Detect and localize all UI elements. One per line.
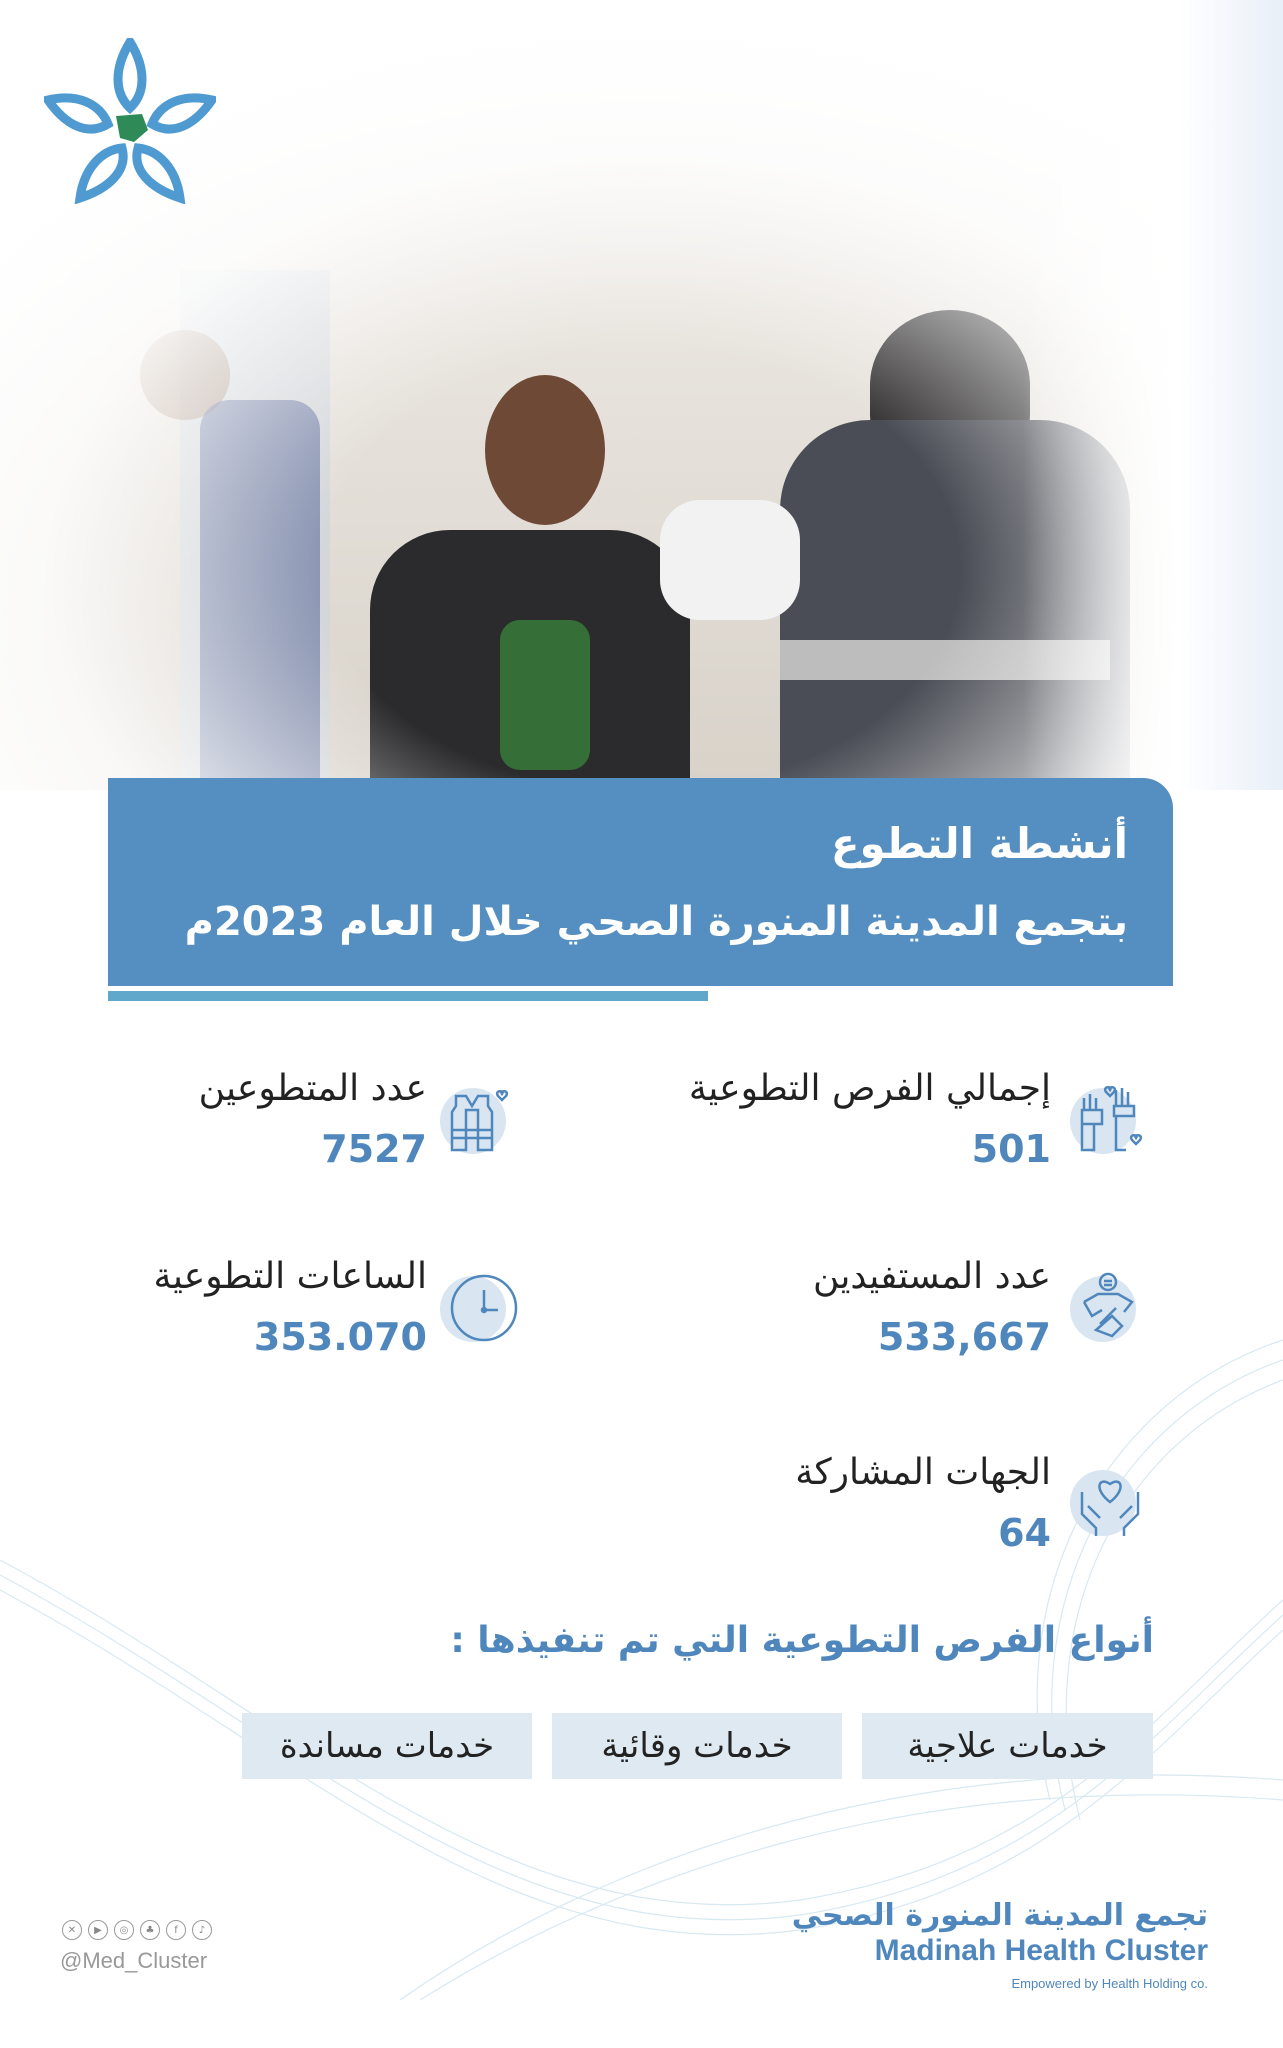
cluster-logo bbox=[44, 38, 216, 204]
stat-label: عدد المستفيدين bbox=[812, 1256, 1051, 1297]
banner-title: أنشطة التطوع bbox=[830, 819, 1128, 868]
clock-icon bbox=[440, 1268, 520, 1348]
title-banner: أنشطة التطوع بتجمع المدينة المنورة الصحي… bbox=[108, 778, 1173, 986]
social-handle: @Med_Cluster bbox=[60, 1948, 208, 1973]
stat-label: الساعات التطوعية bbox=[153, 1256, 427, 1297]
org-name-arabic: تجمع المدينة المنورة الصحي bbox=[791, 1898, 1208, 1933]
tiktok-icon[interactable]: ♪ bbox=[192, 1920, 212, 1940]
social-icons: ✕ ▶ ◎ ♣ f ♪ bbox=[62, 1920, 212, 1940]
stat-value: 353.070 bbox=[253, 1315, 427, 1359]
stat-value: 501 bbox=[971, 1127, 1051, 1171]
stat-beneficiaries: عدد المستفيدين 533,667 bbox=[813, 1256, 1051, 1359]
snapchat-icon[interactable]: ♣ bbox=[140, 1920, 160, 1940]
types-title: أنواع الفرص التطوعية التي تم تنفيذها : bbox=[450, 1620, 1154, 1661]
stat-value: 533,667 bbox=[877, 1315, 1051, 1359]
empowered-by: Empowered by Health Holding co. bbox=[1011, 1976, 1208, 1991]
org-name-english: Madinah Health Cluster bbox=[874, 1934, 1208, 1967]
volunteer-vest-icon bbox=[440, 1080, 520, 1160]
type-pill-support: خدمات مساندة bbox=[242, 1713, 532, 1779]
type-pill-preventive: خدمات وقائية bbox=[552, 1713, 842, 1779]
helping-hand-person-icon bbox=[1070, 1268, 1150, 1348]
stat-value: 7527 bbox=[321, 1127, 427, 1171]
instagram-icon[interactable]: ◎ bbox=[114, 1920, 134, 1940]
title-underline bbox=[108, 991, 708, 1001]
stat-volunteer-hours: الساعات التطوعية 353.070 bbox=[154, 1256, 427, 1359]
stat-value: 64 bbox=[998, 1511, 1051, 1555]
stat-volunteers: عدد المتطوعين 7527 bbox=[199, 1068, 427, 1171]
hands-heart-icon bbox=[1070, 1462, 1150, 1542]
banner-subtitle: بتجمع المدينة المنورة الصحي خلال العام 2… bbox=[184, 899, 1128, 945]
stat-total-opportunities: إجمالي الفرص التطوعية 501 bbox=[689, 1068, 1051, 1171]
stat-label: إجمالي الفرص التطوعية bbox=[688, 1068, 1051, 1109]
stat-participating-entities: الجهات المشاركة 64 bbox=[795, 1452, 1051, 1555]
stat-label: عدد المتطوعين bbox=[198, 1068, 427, 1109]
hero-photo bbox=[0, 0, 1283, 790]
facebook-icon[interactable]: f bbox=[166, 1920, 186, 1940]
type-pill-therapeutic: خدمات علاجية bbox=[862, 1713, 1153, 1779]
stat-label: الجهات المشاركة bbox=[795, 1452, 1051, 1493]
x-icon[interactable]: ✕ bbox=[62, 1920, 82, 1940]
raised-hands-heart-icon bbox=[1070, 1080, 1150, 1160]
youtube-icon[interactable]: ▶ bbox=[88, 1920, 108, 1940]
